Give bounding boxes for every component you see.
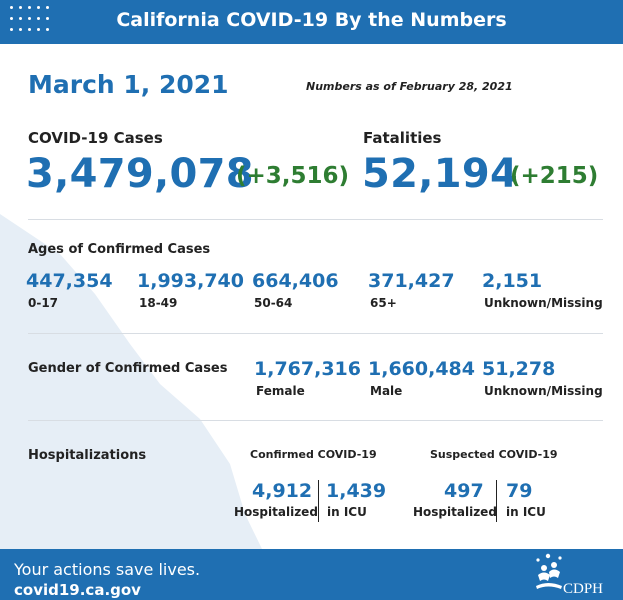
- confirmed-icu-value: 1,439: [326, 480, 387, 502]
- column-separator: [318, 480, 319, 522]
- age-65-plus-label: 65+: [370, 296, 397, 310]
- cases-total: 3,479,078: [26, 151, 254, 197]
- confirmed-hospitalized-value: 4,912: [252, 480, 313, 502]
- gender-female-value: 1,767,316: [254, 358, 361, 380]
- age-18-49-value: 1,993,740: [137, 270, 244, 292]
- confirmed-hospitalized-label: Hospitalized: [234, 505, 318, 519]
- age-18-49-label: 18-49: [139, 296, 178, 310]
- divider: [28, 420, 603, 421]
- hospitalizations-section-label: Hospitalizations: [28, 448, 147, 463]
- cases-label: COVID-19 Cases: [28, 129, 163, 147]
- header-bar: California COVID-19 By the Numbers: [0, 0, 623, 44]
- confirmed-covid-heading: Confirmed COVID-19: [250, 448, 377, 461]
- fatalities-total: 52,194: [362, 151, 519, 197]
- suspected-icu-value: 79: [506, 480, 533, 502]
- fatalities-delta: (+215): [510, 163, 599, 189]
- gender-unknown-label: Unknown/Missing: [484, 384, 603, 398]
- suspected-covid-heading: Suspected COVID-19: [430, 448, 558, 461]
- numbers-as-of: Numbers as of February 28, 2021: [306, 80, 513, 93]
- california-map-background: [0, 214, 262, 549]
- gender-unknown-value: 51,278: [482, 358, 556, 380]
- footer-tagline: Your actions save lives.: [14, 560, 201, 579]
- footer-url-link[interactable]: covid19.ca.gov: [14, 581, 141, 599]
- gender-section-label: Gender of Confirmed Cases: [28, 361, 228, 376]
- age-65-plus-value: 371,427: [368, 270, 455, 292]
- age-50-64-label: 50-64: [254, 296, 293, 310]
- dot-grid-icon: [10, 6, 50, 36]
- age-unknown-value: 2,151: [482, 270, 543, 292]
- suspected-icu-label: in ICU: [506, 505, 546, 519]
- gender-male-value: 1,660,484: [368, 358, 475, 380]
- age-unknown-label: Unknown/Missing: [484, 296, 603, 310]
- report-date: March 1, 2021: [28, 70, 229, 99]
- footer-bar: [0, 549, 623, 600]
- cdph-logo-icon: CDPH: [536, 553, 603, 597]
- divider: [28, 333, 603, 334]
- divider: [28, 219, 603, 220]
- age-0-17-label: 0-17: [28, 296, 59, 310]
- ages-section-label: Ages of Confirmed Cases: [28, 242, 211, 257]
- confirmed-icu-label: in ICU: [327, 505, 367, 519]
- gender-female-label: Female: [256, 384, 305, 398]
- cases-delta: (+3,516): [236, 163, 350, 189]
- age-50-64-value: 664,406: [252, 270, 339, 292]
- logo-text: CDPH: [563, 581, 603, 597]
- suspected-hospitalized-label: Hospitalized: [413, 505, 497, 519]
- gender-male-label: Male: [370, 384, 403, 398]
- fatalities-label: Fatalities: [363, 129, 442, 147]
- suspected-hospitalized-value: 497: [444, 480, 484, 502]
- column-separator: [496, 480, 497, 522]
- age-0-17-value: 447,354: [26, 270, 113, 292]
- page-title: California COVID-19 By the Numbers: [116, 9, 507, 31]
